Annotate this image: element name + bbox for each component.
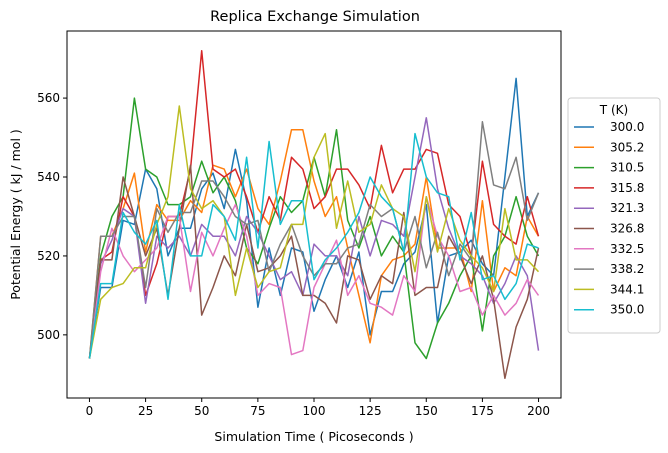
series-line-7 [88,195,540,359]
y-tick-label: 500 [37,328,60,342]
y-tick-label: 560 [37,91,60,105]
x-tick-label: 200 [527,404,550,418]
x-tick-label: 100 [303,404,326,418]
legend-label: 321.3 [610,201,644,215]
plot-lines [88,49,540,380]
legend-title: T (K) [599,103,628,117]
legend-label: 305.2 [610,140,644,154]
series-line-2 [88,128,540,359]
series-line-1 [88,77,540,359]
x-tick-label: 150 [415,404,438,418]
legend-box [567,97,661,334]
legend-label: 350.0 [610,303,644,317]
legend-label: 310.5 [610,161,644,175]
chart-title: Replica Exchange Simulation [210,9,420,25]
legend-label: 326.8 [610,222,644,236]
plot-frame [66,30,562,399]
legend-label: 315.8 [610,181,644,195]
series-line-10 [88,132,539,359]
legend-label: 338.2 [610,262,644,276]
series-line-6 [88,164,540,380]
legend: T (K) 300.0 305.2 310.5 315.8 321.3 326.8 332.… [567,97,661,334]
legend-label: 332.5 [610,242,644,256]
legend-items: 300.0 305.2 310.5 315.8 321.3 326.8 332.5 338.2… [574,120,644,317]
x-tick-label: 125 [359,404,382,418]
x-tick-label: 50 [194,404,209,418]
y-tick-label: 520 [37,249,60,263]
y-axis-label: Potential Energy ( kJ / mol ) [8,129,23,300]
axis-ticks: 0 25 50 75 100 125 150 175 200 500 520 540 560 [37,91,550,418]
series-line-5 [88,117,540,359]
x-tick-label: 0 [86,404,94,418]
legend-label: 300.0 [610,120,644,134]
x-axis-label: Simulation Time ( Picoseconds ) [214,429,413,444]
legend-label: 344.1 [610,282,644,296]
x-tick-label: 175 [471,404,494,418]
x-tick-label: 75 [250,404,265,418]
x-tick-label: 25 [138,404,153,418]
series-line-4 [88,49,540,359]
y-tick-label: 540 [37,170,60,184]
